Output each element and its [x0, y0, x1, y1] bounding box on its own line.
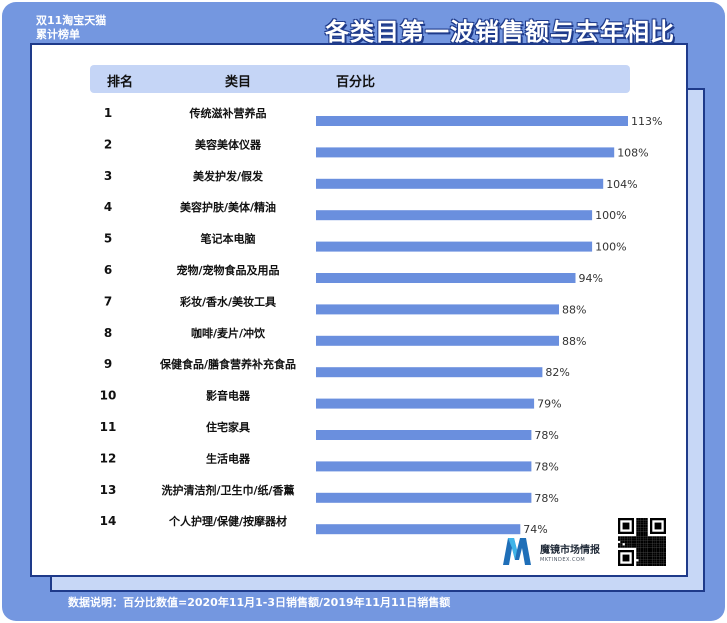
bar — [316, 241, 593, 252]
logo-domain: MKTINDEX.COM — [540, 557, 586, 563]
bar — [316, 492, 532, 503]
bar — [316, 367, 543, 378]
bar — [316, 461, 532, 472]
category-label: 生活电器 — [206, 451, 251, 465]
value-label: 79% — [537, 398, 561, 411]
value-label: 88% — [562, 335, 586, 348]
bar — [316, 524, 521, 535]
bar — [316, 210, 593, 221]
value-label: 78% — [534, 460, 558, 473]
bar — [316, 116, 628, 126]
bar — [316, 304, 559, 315]
rank-label: 5 — [104, 232, 112, 246]
table-header: 排名 类目 百分比 — [90, 65, 630, 93]
category-label: 保健食品/膳食营养补充食品 — [159, 357, 296, 371]
rank-label: 8 — [104, 326, 112, 340]
rank-label: 3 — [104, 169, 112, 183]
rank-label: 13 — [100, 483, 117, 497]
bar — [316, 430, 532, 440]
value-label: 100% — [595, 209, 626, 222]
bar-chart: 1 传统滋补营养品 113% 2 美容美体仪器 108% 3 美发护发/假发 104% 4 美容护肤… — [100, 106, 663, 536]
value-label: 74% — [523, 523, 547, 536]
bar — [316, 178, 604, 189]
rank-label: 14 — [100, 514, 117, 528]
header-category: 类目 — [225, 75, 252, 90]
page-title: 各类目第一波销售额与去年相比 — [325, 18, 675, 46]
rank-label: 10 — [100, 389, 117, 403]
bar — [316, 147, 615, 158]
category-label: 宠物/宠物食品及用品 — [176, 263, 279, 277]
logo-m-icon — [503, 538, 531, 565]
header-rank: 排名 — [107, 75, 134, 90]
rank-label: 2 — [104, 137, 112, 151]
rank-label: 12 — [100, 451, 117, 465]
category-label: 彩妆/香水/美妆工具 — [179, 294, 276, 308]
header-percent: 百分比 — [336, 75, 376, 90]
value-label: 78% — [534, 492, 558, 505]
brand-logo: 魔镜市场情报 MKTINDEX.COM — [500, 534, 660, 570]
category-label: 影音电器 — [206, 389, 251, 403]
rank-label: 11 — [100, 420, 117, 434]
category-label: 住宅家具 — [206, 420, 250, 434]
value-label: 104% — [606, 178, 637, 191]
ranking-tag-line1: 双11淘宝天猫 — [36, 14, 107, 27]
value-label: 94% — [579, 272, 603, 285]
category-label: 美发护发/假发 — [193, 169, 264, 183]
value-label: 100% — [595, 241, 626, 254]
value-label: 82% — [545, 366, 569, 379]
qr-code-icon — [618, 518, 666, 566]
category-label: 个人护理/保健/按摩器材 — [168, 514, 287, 528]
category-label: 咖啡/麦片/冲饮 — [191, 326, 266, 340]
logo-name: 魔镜市场情报 — [540, 545, 600, 556]
category-label: 传统滋补营养品 — [189, 106, 267, 120]
data-note: 数据说明：百分比数值=2020年11月1-3日销售额/2019年11月11日销售… — [68, 596, 451, 609]
rank-label: 9 — [104, 357, 112, 371]
rank-label: 4 — [104, 200, 112, 214]
ranking-tag-line2: 累计榜单 — [36, 28, 80, 41]
value-label: 108% — [617, 146, 648, 159]
rank-label: 6 — [104, 263, 112, 277]
value-label: 113% — [631, 115, 662, 128]
category-label: 美容护肤/美体/精油 — [180, 200, 276, 214]
rank-label: 7 — [104, 294, 112, 308]
bar — [316, 273, 576, 283]
category-label: 笔记本电脑 — [201, 232, 256, 246]
rank-label: 1 — [104, 106, 112, 120]
category-label: 美容美体仪器 — [195, 137, 262, 151]
chart-panel: 排名 类目 百分比 1 传统滋补营养品 113% 2 美容美体仪器 108% 3 美发护发/假… — [30, 43, 688, 577]
ranking-tag: 双11淘宝天猫 累计榜单 — [36, 14, 156, 42]
value-label: 78% — [534, 429, 558, 442]
bar — [316, 398, 535, 409]
category-label: 洗护清洁剂/卫生巾/纸/香薰 — [161, 483, 294, 497]
value-label: 88% — [562, 303, 586, 316]
bar — [316, 335, 559, 346]
